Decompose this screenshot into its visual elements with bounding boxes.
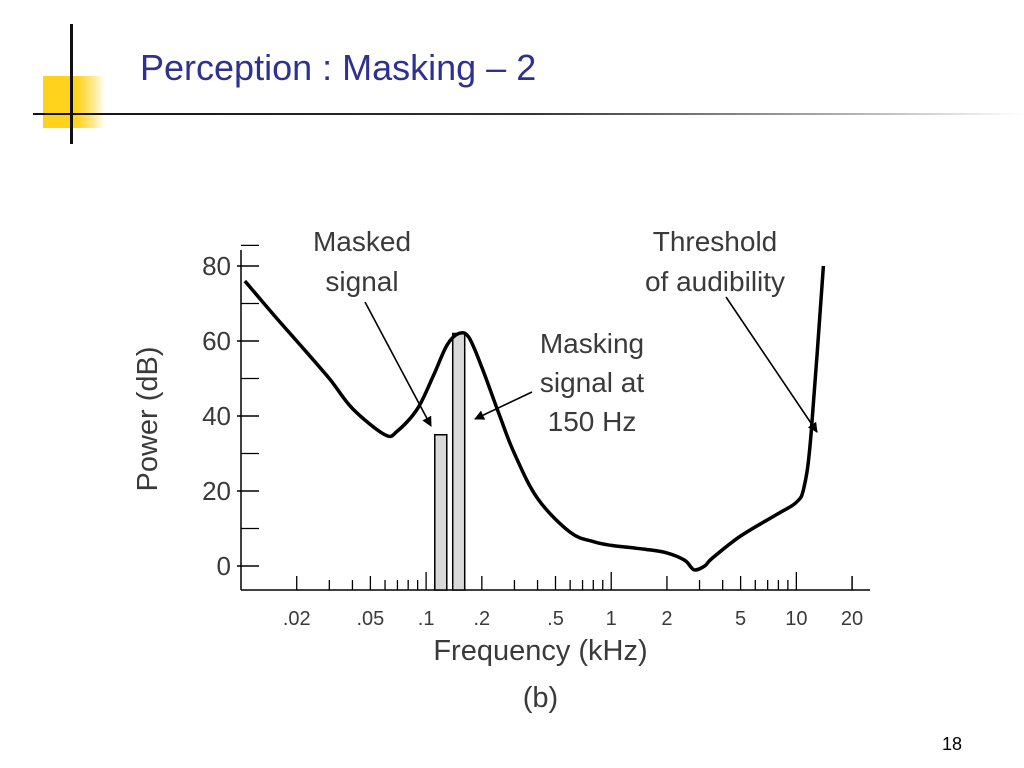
title-vertical-rule [70,24,73,144]
x-tick-label: 2 [661,608,672,630]
annotation-arrow [364,301,432,427]
x-tick-label: 1 [606,608,617,630]
y-tick-label: 80 [202,251,231,281]
x-tick-label: .1 [418,608,435,630]
y-tick-label: 60 [202,326,231,356]
chart-caption: (b) [523,682,558,714]
x-axis-label: Frequency (kHz) [433,635,647,667]
x-tick-label: .2 [473,608,490,630]
annotation-text: Masking [540,328,644,359]
annotation-text: Threshold [653,226,778,257]
annotation-text: Masked [313,226,411,257]
annotation-text: 150 Hz [548,406,637,437]
annotation-text: signal at [540,367,645,398]
y-axis-label: Power (dB) [132,346,164,491]
annotation-text: signal [325,266,398,297]
signal-bar [451,332,466,591]
signal-bar [434,434,448,591]
x-tick-label: 20 [841,608,863,630]
x-tick-label: 5 [735,608,746,630]
y-tick-label: 40 [202,401,231,431]
slide-title: Perception : Masking – 2 [140,47,537,88]
y-tick-label: 0 [217,551,231,581]
threshold-curve [243,265,826,572]
y-tick-label: 20 [202,476,231,506]
page-number: 18 [942,734,963,754]
x-tick-label: .5 [547,608,564,630]
x-tick-label: .02 [283,608,311,630]
annotation-text: of audibility [645,266,785,297]
annotation-arrow [474,391,533,420]
title-horizontal-rule [33,113,1024,115]
x-tick-label: 10 [785,608,807,630]
accent-square [43,76,105,128]
annotation-arrow [725,296,818,433]
x-tick-label: .05 [356,608,384,630]
